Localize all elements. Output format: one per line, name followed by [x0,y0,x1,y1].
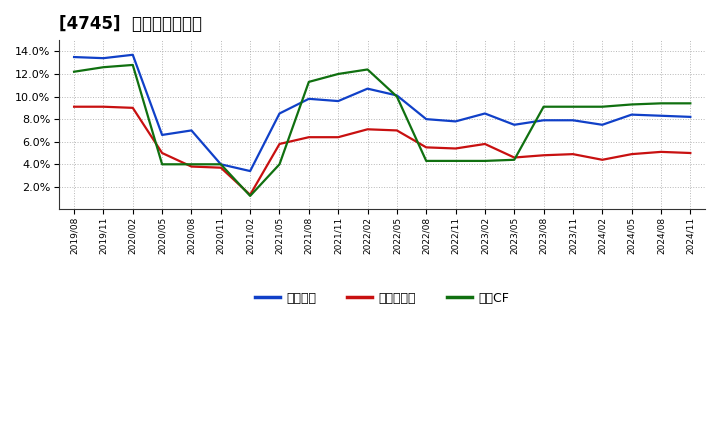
当期純利益 [539,153,548,158]
Line: 当期純利益: 当期純利益 [74,107,690,195]
経常利益 [363,86,372,91]
経常利益 [246,169,254,174]
当期純利益 [510,155,518,160]
営業CF [598,104,607,110]
営業CF [422,158,431,164]
当期純利益 [305,135,313,140]
当期純利益 [480,141,489,147]
経常利益 [158,132,166,138]
当期純利益 [392,128,401,133]
営業CF [217,161,225,167]
営業CF [657,101,665,106]
経常利益 [305,96,313,102]
当期純利益 [686,150,695,156]
当期純利益 [598,157,607,162]
当期純利益 [217,165,225,170]
Text: [4745]  マージンの推移: [4745] マージンの推移 [60,15,202,33]
経常利益 [480,111,489,116]
営業CF [539,104,548,110]
当期純利益 [70,104,78,110]
経常利益 [392,93,401,98]
営業CF [246,193,254,198]
当期純利益 [187,164,196,169]
当期純利益 [569,151,577,157]
経常利益 [217,161,225,167]
営業CF [451,158,460,164]
当期純利益 [657,149,665,154]
経常利益 [686,114,695,120]
経常利益 [70,55,78,60]
当期純利益 [128,105,137,110]
経常利益 [627,112,636,117]
Legend: 経常利益, 当期純利益, 営業CF: 経常利益, 当期純利益, 営業CF [250,287,515,310]
営業CF [128,62,137,68]
営業CF [686,101,695,106]
当期純利益 [158,150,166,156]
当期純利益 [363,127,372,132]
経常利益 [422,117,431,122]
営業CF [334,71,343,77]
営業CF [392,94,401,99]
経常利益 [657,113,665,118]
営業CF [569,104,577,110]
経常利益 [598,122,607,128]
経常利益 [187,128,196,133]
営業CF [480,158,489,164]
経常利益 [569,117,577,123]
当期純利益 [627,151,636,157]
経常利益 [539,117,548,123]
営業CF [187,161,196,167]
営業CF [627,102,636,107]
Line: 営業CF: 営業CF [74,65,690,196]
営業CF [363,67,372,72]
営業CF [510,157,518,162]
経常利益 [451,119,460,124]
経常利益 [99,55,108,61]
Line: 経常利益: 経常利益 [74,55,690,171]
営業CF [99,65,108,70]
営業CF [158,161,166,167]
経常利益 [334,99,343,104]
当期純利益 [334,135,343,140]
当期純利益 [451,146,460,151]
当期純利益 [275,141,284,147]
当期純利益 [99,104,108,110]
経常利益 [510,122,518,128]
営業CF [305,79,313,84]
経常利益 [275,111,284,116]
経常利益 [128,52,137,58]
当期純利益 [246,192,254,198]
営業CF [275,161,284,167]
当期純利益 [422,145,431,150]
営業CF [70,69,78,74]
